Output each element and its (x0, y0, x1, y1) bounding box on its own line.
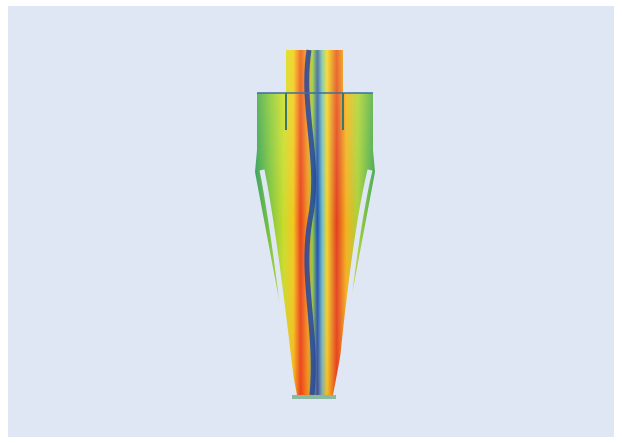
left-slit (259, 169, 295, 386)
dust-outlet (292, 395, 336, 399)
right-slit (337, 169, 373, 386)
core-vortex (304, 49, 317, 396)
